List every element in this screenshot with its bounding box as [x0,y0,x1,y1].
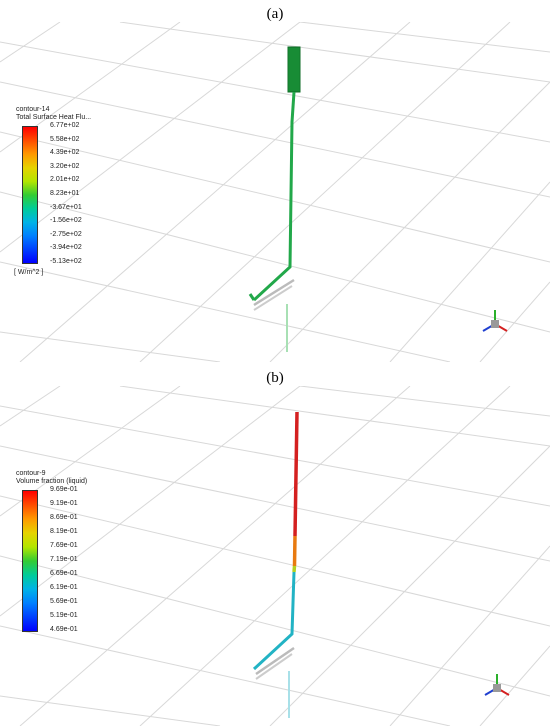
legend-tick-b: 7.19e-01 [50,556,78,563]
legend-tick-a: 2.01e+02 [50,176,80,184]
legend-tick-b: 9.69e-01 [50,486,78,493]
scene-a [0,22,550,362]
ghost-pipe-a [253,278,295,307]
colorbar-b [22,490,38,632]
floor-grid-b [0,386,550,726]
fin-lines-a [289,47,299,92]
legend-tick-b: 4.69e-01 [50,626,78,633]
legend-tick-a: -5.13e+02 [50,258,82,265]
legend-tick-b: 7.69e-01 [50,542,78,549]
legend-tick-a: -1.56e+02 [50,217,82,225]
legend-tick-a: -3.94e+02 [50,244,82,252]
legend-quantity-a: Total Surface Heat Flu... [16,114,92,121]
legend-name-b: contour-9 [16,470,46,477]
legend-tick-b: 9.19e-01 [50,500,78,507]
legend-tick-b: 6.69e-01 [50,570,78,577]
legend-tick-a: -3.67e+01 [50,203,82,211]
legend-tick-b: 8.69e-01 [50,514,78,521]
legend-quantity-b: Volume fraction (liquid) [16,478,88,485]
pipe-low-segment-b [252,571,296,671]
panel-a-label: (a) [266,6,284,22]
legend-tick-a: -2.75e+02 [50,230,82,238]
legend-tick-a: 5.58e+02 [50,135,80,143]
legend-tick-a: 6.77e+02 [50,122,80,129]
pipe-run-a [252,91,296,302]
floor-grid-a [0,22,550,362]
scene-b [0,386,550,726]
pipe-model-a [248,46,301,352]
legend-tick-a: 3.20e+02 [50,162,80,170]
legend-tick-a: 8.23e+01 [50,190,80,197]
panel-b-label: (b) [266,370,284,386]
legend-tick-a: 4.39e+02 [50,149,80,157]
colorbar-a [22,126,38,264]
viewport-a[interactable]: contour-14 Total Surface Heat Flu... 6.7… [0,22,550,362]
legend-unit-a: [ W/m^2 ] [14,269,44,276]
legend-name-a: contour-14 [16,106,50,113]
legend-tick-b: 5.69e-01 [50,598,78,605]
pipe-model-b [252,411,299,718]
legend-tick-b: 6.19e-01 [50,584,78,591]
legend-tick-b: 8.19e-01 [50,528,78,535]
pipe-top-segment-b [293,411,299,537]
ghost-pipe-b [255,646,295,676]
legend-tick-b: 5.19e-01 [50,612,78,619]
axis-triad-b [484,674,510,696]
axis-triad-a [482,310,508,332]
pipe-mid-segment-b [292,535,297,567]
viewport-b[interactable]: contour-9 Volume fraction (liquid) 9.69e… [0,386,550,726]
